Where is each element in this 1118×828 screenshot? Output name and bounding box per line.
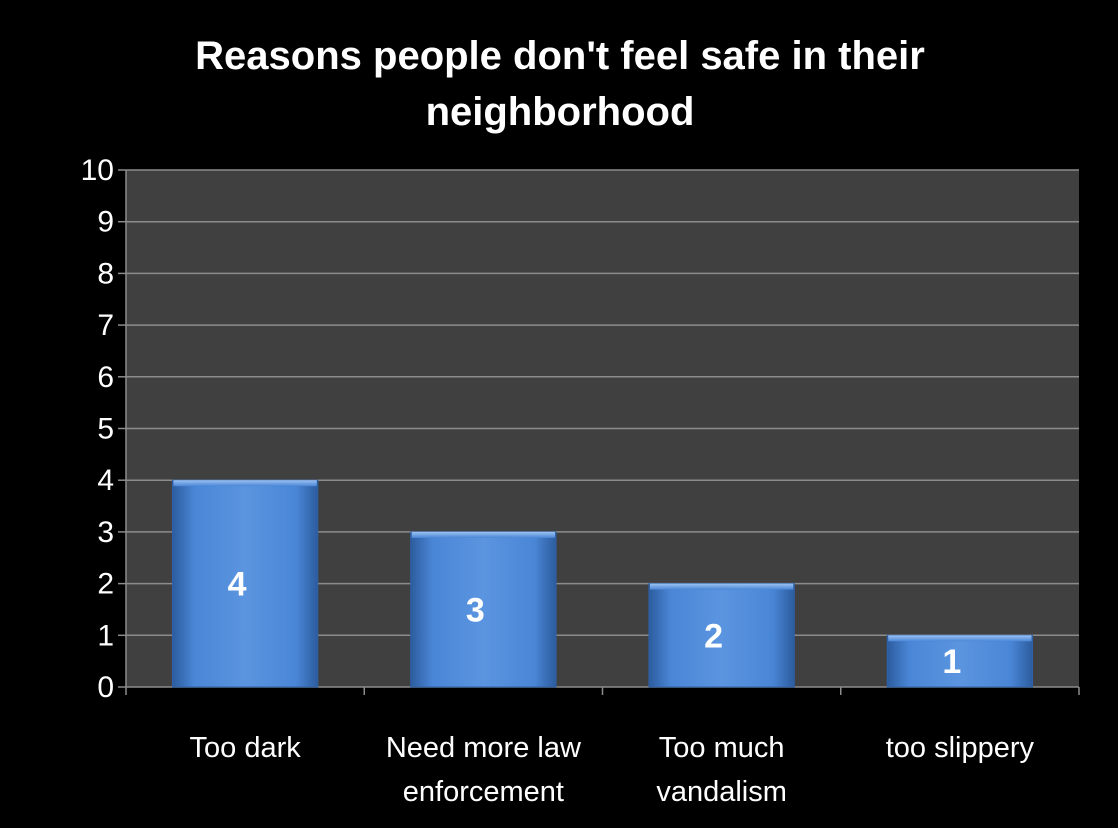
data-label: 1 [942,643,961,681]
category-label: enforcement [403,776,564,808]
y-tick-label: 7 [97,309,114,342]
y-tick-label: 8 [97,257,114,290]
category-label: too slippery [886,732,1035,764]
bar-highlight [888,635,1032,642]
data-label: 3 [466,591,485,629]
y-tick-label: 6 [97,361,114,394]
bar [171,479,319,688]
category-label: Too dark [190,732,302,764]
y-tick-label: 2 [97,568,114,601]
y-tick-label: 10 [81,154,114,187]
category-label: Too much [659,732,785,764]
data-label: 2 [704,617,723,655]
bar-highlight [173,480,317,487]
bar-highlight [411,531,556,538]
data-label: 4 [228,566,247,604]
y-tick-label: 0 [97,671,114,704]
chart-title: Reasons people don't feel safe in their … [195,34,925,134]
y-tick-label: 9 [97,206,114,239]
bar [410,531,557,688]
bar [648,583,795,688]
y-tick-label: 1 [97,619,114,652]
category-label: Need more law [386,732,582,764]
bar [886,634,1034,688]
category-label: vandalism [656,776,787,808]
y-tick-label: 3 [97,516,114,549]
bar-highlight [649,583,794,590]
y-tick-label: 4 [97,464,114,497]
y-tick-label: 5 [97,413,114,446]
